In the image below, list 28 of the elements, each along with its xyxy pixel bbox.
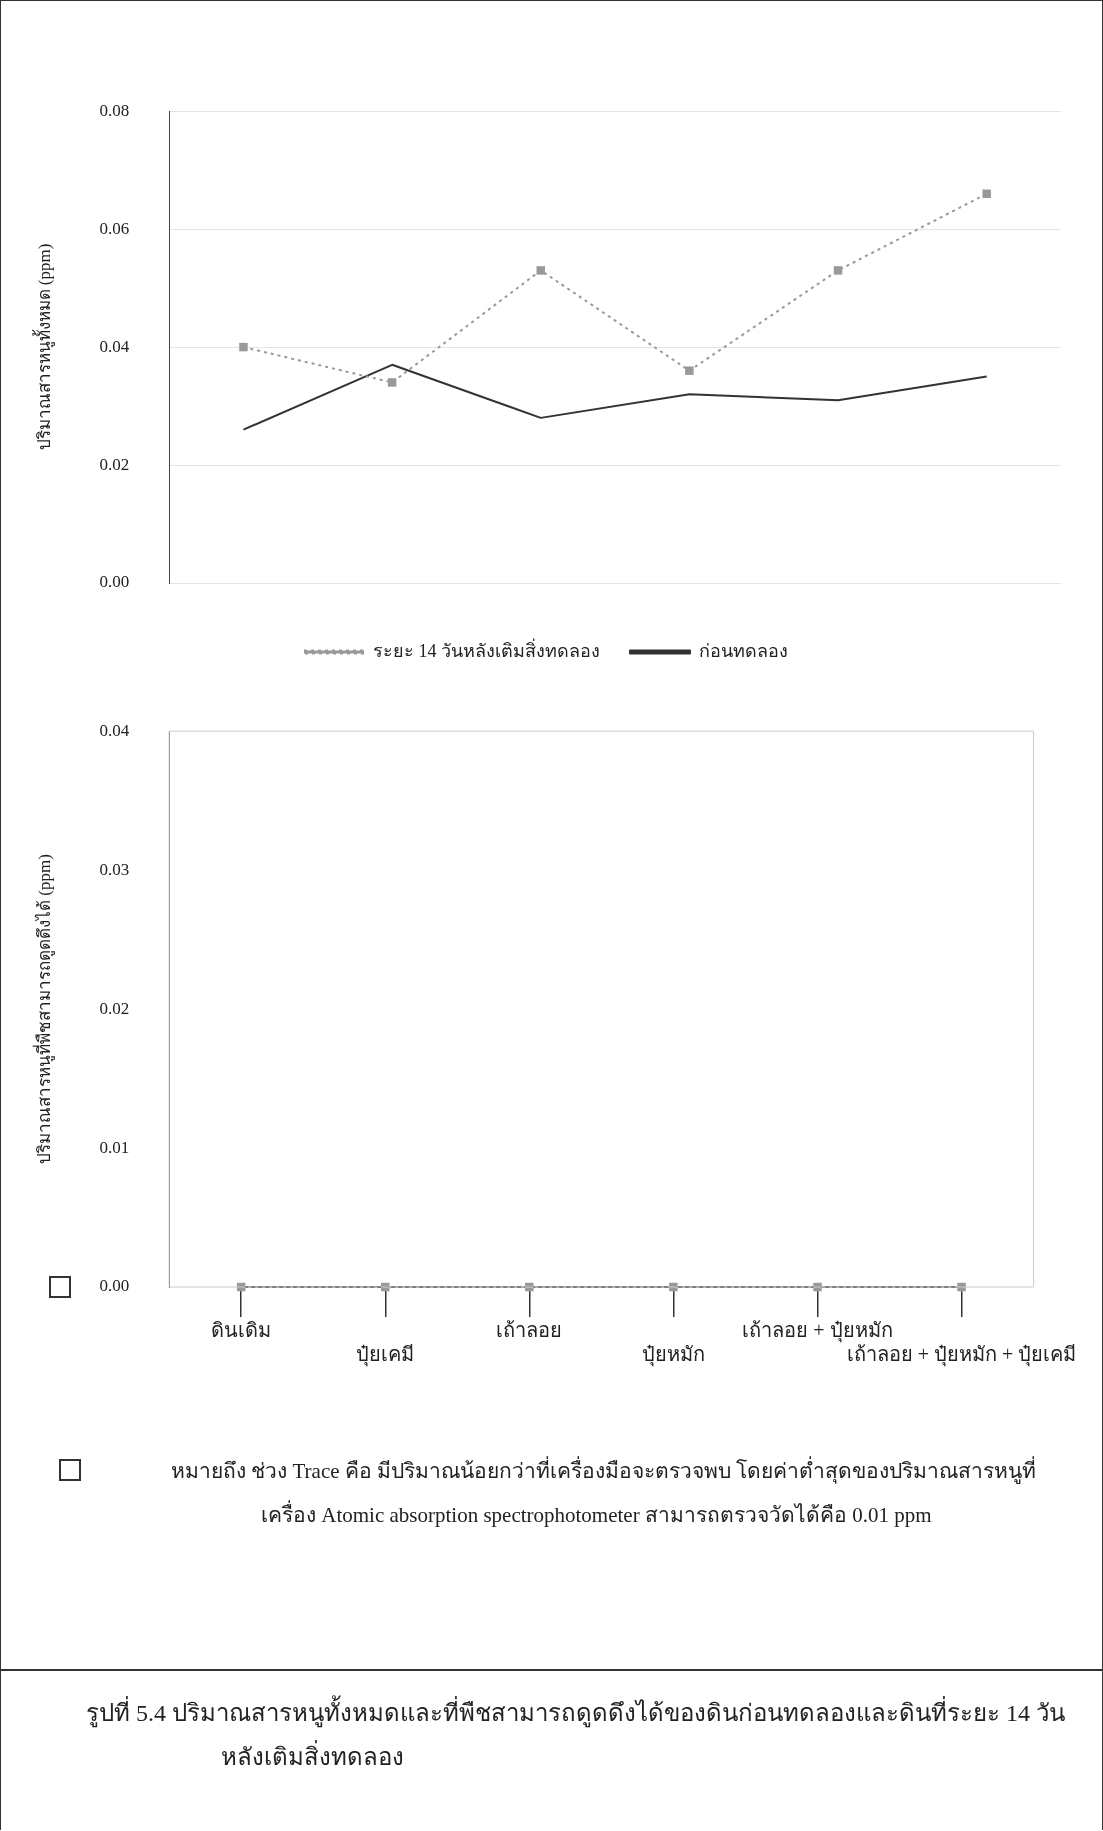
x-tick-label: เถ้าลอย + ปุ๋ยหมัก: [742, 1319, 893, 1344]
y-tick-label: 0.08: [99, 100, 130, 120]
y-axis-title: ปริมาณสารหนูที่พืชสามารถดูดดึงได้ (ppm): [31, 854, 55, 1164]
y-tick-label: 0.01: [99, 1137, 130, 1157]
point: [685, 366, 694, 375]
y-tick-label: 0.06: [99, 218, 130, 238]
y-tick-label: 0.03: [99, 859, 130, 879]
point: [982, 189, 991, 199]
y-tick-label: 0.02: [99, 454, 130, 474]
x-tick-label: ดินเดิม: [211, 1319, 272, 1342]
y-tick-label: 0.00: [99, 572, 130, 592]
y-axis-title: ปริมาณสารหนูทั้งหมด (ppm): [31, 243, 55, 451]
x-tick-label: เถ้าลอย + ปุ๋ยหมัก + ปุ๋ยเคมี: [846, 1343, 1077, 1368]
y-tick-label: 0.04: [99, 336, 130, 356]
point: [387, 378, 397, 387]
y-tick-label: 0.02: [99, 998, 130, 1018]
point: [536, 266, 545, 275]
text: รูปที่ 5.4 ปริมาณสารหนูทั้งหมดและที่พืชสามารถดูดดึงได้ของดินก่อนทดลองและดินที่ระยะ 14 วันหลังเติมสิ่งทดลอง: [86, 1694, 1066, 1772]
legend-label: ก่อนทดลอง: [699, 640, 788, 661]
legend-label: ระยะ 14 วันหลังเติมสิ่งทดลอง: [373, 637, 600, 661]
x-tick-label: ปุ๋ยหมัก: [641, 1343, 705, 1368]
point: [833, 266, 843, 275]
point: [239, 342, 248, 352]
x-tick-label: เถ้าลอย: [496, 1319, 563, 1342]
y-tick-label: 0.04: [99, 720, 130, 740]
x-tick-label: ปุ๋ยเคมี: [356, 1343, 415, 1368]
text: หมายถึง ช่วง Trace คือ มีปริมาณน้อยกว่าที่เครื่องมือจะตรวจพบ โดยค่าต่ำสุดของปริมาณสารหนูที่เครื่อง Atomic absorption spectrophotometer สามารถตรวจวัดได้คือ 0.01 ppm: [171, 1455, 1038, 1529]
y-tick-label: 0.00: [99, 1276, 130, 1296]
